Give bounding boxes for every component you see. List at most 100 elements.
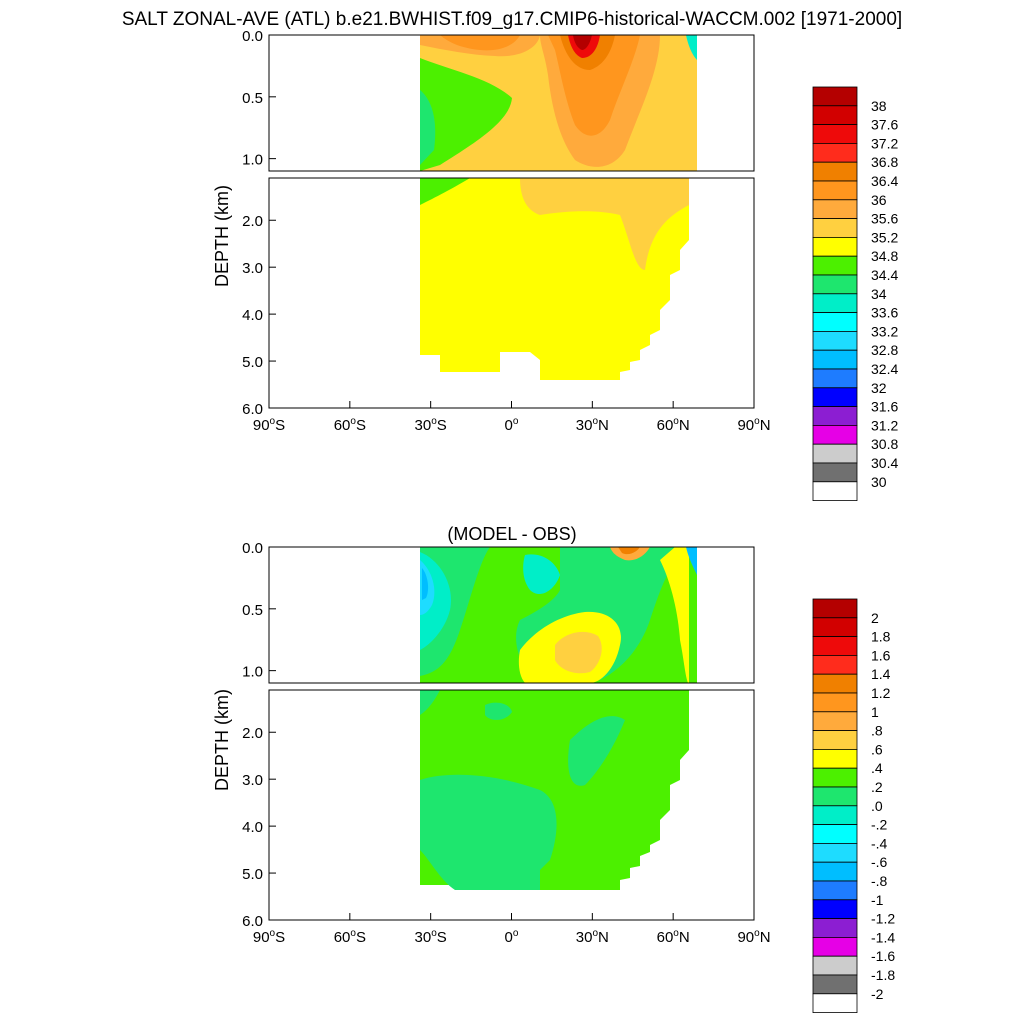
y-tick-label: 5.0 <box>242 354 263 371</box>
x-tick-label: 90oN <box>737 928 770 946</box>
x-tick-label: 30oS <box>415 928 447 946</box>
top-plot-upper <box>268 34 755 172</box>
y-tick-label: 3.0 <box>242 772 263 789</box>
y-tick-label: 1.0 <box>242 152 263 169</box>
top-field-green-south <box>420 58 512 171</box>
bottom-field-deep-nadw-fresh <box>568 716 625 786</box>
bottom-field-surface-salty-core <box>618 547 640 555</box>
colorbar-label: -.8 <box>871 873 888 889</box>
colorbar-swatch <box>812 918 858 938</box>
colorbar-swatch <box>812 481 858 501</box>
colorbar-swatch <box>812 843 858 863</box>
bottom-field-arctic-fresh <box>686 547 697 575</box>
colorbar-swatch <box>812 861 858 882</box>
top-plot-lower <box>268 177 755 409</box>
bottom-x-axis: 90oS 60oS 30oS 0o 30oN 60oN 90oN <box>253 913 771 946</box>
y-tick-label: 5.0 <box>242 866 263 883</box>
colorbar-label: 36.8 <box>871 154 898 170</box>
bottom-field-deep-south-pool <box>420 690 440 715</box>
colorbar-swatch <box>812 199 858 220</box>
top-x-axis: 90oS 60oS 30oS 0o 30oN 60oN 90oN <box>253 401 771 434</box>
colorbar-label: .0 <box>871 798 883 814</box>
bottom-plot-upper <box>268 546 755 684</box>
colorbar-label: 33.6 <box>871 305 898 321</box>
colorbar-swatch <box>812 443 858 464</box>
x-tick-label: 60oS <box>334 416 366 434</box>
y-tick-label: 1.0 <box>242 664 263 681</box>
bottom-field-deep-lens <box>485 702 512 720</box>
colorbar-label: -.4 <box>871 835 888 851</box>
colorbar-label: 30.8 <box>871 436 898 452</box>
colorbar-swatch <box>812 330 858 351</box>
bottom-field-deep-fresh <box>420 774 557 890</box>
colorbar-swatch <box>812 786 858 807</box>
bottom-field-subtrop-core <box>555 631 602 674</box>
colorbar-swatch <box>812 730 858 750</box>
bottom-colorbar: 21.81.61.41.21.8.6.4.2.0-.2-.4-.6-.8-1-1… <box>812 598 895 1013</box>
colorbar-label: 34.4 <box>871 267 898 283</box>
colorbar-swatch <box>812 312 858 332</box>
top-ylabel: DEPTH (km) <box>212 185 232 287</box>
top-field-orange-core <box>440 35 520 51</box>
colorbar-swatch <box>812 142 858 163</box>
colorbar-label: 34 <box>871 286 887 302</box>
colorbar-swatch <box>812 655 858 675</box>
colorbar-swatch <box>812 805 858 825</box>
bottom-panel: (MODEL - OBS) 0.00.51. <box>212 524 895 1013</box>
x-tick-label: 30oN <box>576 416 609 434</box>
top-field-orange-north-core <box>548 35 640 136</box>
colorbar-label: -1.8 <box>871 967 895 983</box>
colorbar-swatch <box>812 368 858 389</box>
colorbar-swatch <box>812 161 858 182</box>
colorbar-label: 37.6 <box>871 117 898 133</box>
colorbar-label: -1.2 <box>871 911 895 927</box>
colorbar-swatch <box>812 180 858 201</box>
x-tick-label: 90oS <box>253 928 285 946</box>
colorbar-swatch <box>812 255 858 276</box>
colorbar-swatch <box>812 880 858 901</box>
colorbar-label: .2 <box>871 779 883 795</box>
colorbar-swatch <box>812 692 858 713</box>
colorbar-label: 1.4 <box>871 666 891 682</box>
bottom-field-north-salty <box>660 547 689 683</box>
x-tick-label: 60oN <box>657 416 690 434</box>
colorbar-swatch <box>812 824 858 844</box>
top-field-arctic-fresh <box>686 35 697 60</box>
bottom-field-equator-fresh <box>523 554 560 595</box>
colorbar-label: -.6 <box>871 854 888 870</box>
x-tick-label: 60oS <box>334 928 366 946</box>
colorbar-label: .6 <box>871 741 883 757</box>
top-field-green-core <box>420 90 436 165</box>
colorbar-swatch <box>812 349 858 370</box>
colorbar-swatch <box>812 974 858 995</box>
y-tick-label: 2.0 <box>242 213 263 230</box>
y-tick-label: 6.0 <box>242 401 263 418</box>
colorbar-label: 32 <box>871 380 887 396</box>
colorbar-label: 34.8 <box>871 248 898 264</box>
colorbar-swatch <box>812 955 858 976</box>
x-tick-label: 30oS <box>415 416 447 434</box>
top-y-axis: 0.0 0.5 1.0 2.0 3.0 4.0 5.0 6.0 <box>242 28 276 418</box>
y-tick-label: 0.5 <box>242 90 263 107</box>
y-tick-label: 2.0 <box>242 725 263 742</box>
colorbar-swatch <box>812 749 858 769</box>
top-field-deep-aaiw <box>420 178 470 205</box>
x-tick-label: 90oS <box>253 416 285 434</box>
x-tick-label: 60oN <box>657 928 690 946</box>
colorbar-label: 31.2 <box>871 417 898 433</box>
colorbar-swatch <box>812 293 858 313</box>
colorbar-swatch <box>812 673 858 694</box>
colorbar-label: 30.4 <box>871 455 898 471</box>
colorbar-swatch <box>812 598 858 619</box>
colorbar-swatch <box>812 424 858 445</box>
bottom-ylabel: DEPTH (km) <box>212 689 232 791</box>
colorbar-swatch <box>812 899 858 919</box>
y-tick-label: 4.0 <box>242 819 263 836</box>
colorbar-swatch <box>812 711 858 731</box>
top-field-deep-nadw <box>520 178 689 270</box>
bottom-field-fresh-south-minmin <box>422 568 429 600</box>
bottom-subtitle: (MODEL - OBS) <box>447 524 576 544</box>
bottom-plot-lower <box>268 689 755 921</box>
top-field-max-peak <box>573 35 592 50</box>
figure-title: SALT ZONAL-AVE (ATL) b.e21.BWHIST.f09_g1… <box>122 9 902 30</box>
